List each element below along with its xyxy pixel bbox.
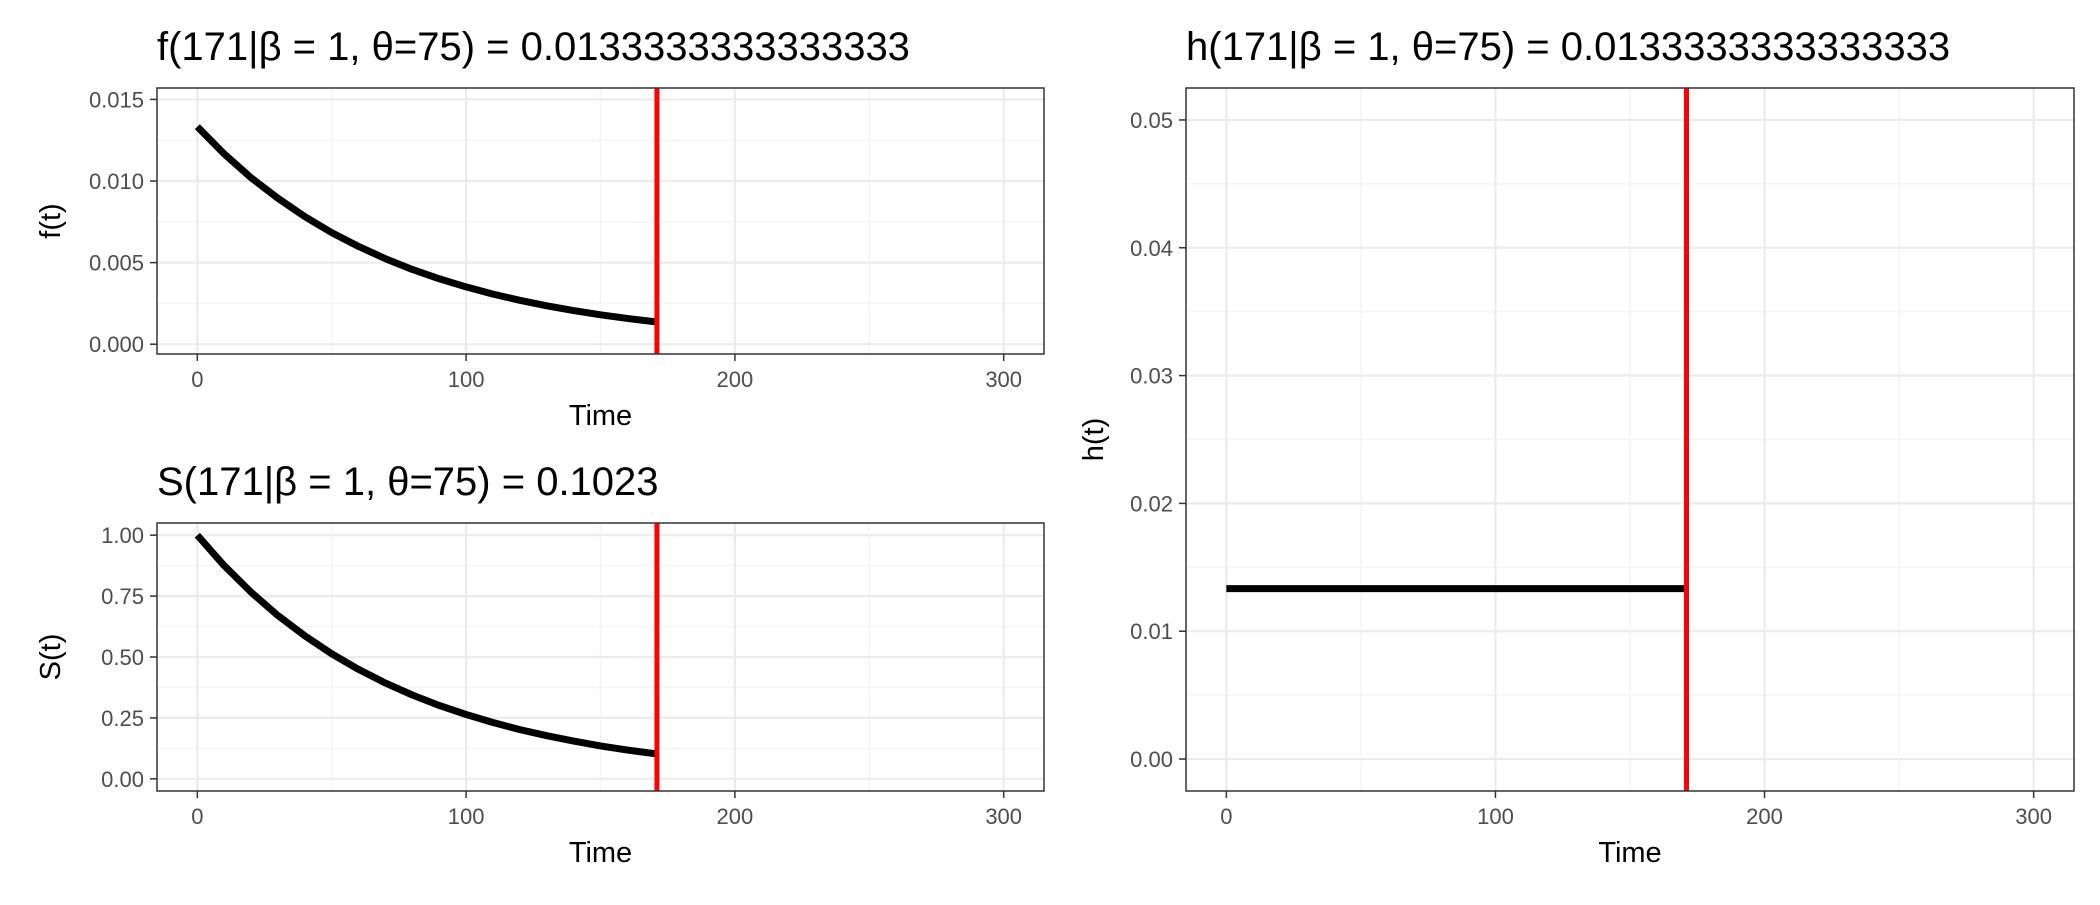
survival-x-tick-label: 200 [717, 804, 754, 829]
pdf-x-axis-label: Time [569, 400, 632, 432]
survival-y-tick-label: 0.00 [101, 767, 144, 792]
survival-x-tick-label: 0 [191, 804, 203, 829]
pdf-y-tick-label: 0.005 [89, 251, 144, 276]
pdf-x-tick-label: 200 [717, 367, 754, 392]
hazard-y-tick-label: 0.01 [1130, 619, 1173, 644]
survival-y-tick-label: 1.00 [101, 523, 144, 548]
survival-x-tick-label: 100 [448, 804, 485, 829]
pdf-x-tick-label: 0 [191, 367, 203, 392]
survival-panel: 0 100 200 300 0.00 0.25 0.50 0.75 1.00 S(171|β = … [35, 460, 1044, 869]
survival-y-tick-label: 0.50 [101, 645, 144, 670]
pdf-y-tick-label: 0.000 [89, 332, 144, 357]
hazard-panel: 0 100 200 300 0.00 0.01 0.02 0.03 0.04 0.05 h(171|… [1078, 25, 2074, 869]
hazard-y-tick-label: 0.05 [1130, 108, 1173, 133]
hazard-y-tick-label: 0.03 [1130, 364, 1173, 389]
pdf-y-tick-label: 0.010 [89, 169, 144, 194]
pdf-panel: 0 100 200 300 0.000 0.005 0.010 0.015 f(171|β = … [35, 25, 1044, 432]
hazard-y-axis-label: h(t) [1078, 418, 1110, 462]
hazard-y-tick-label: 0.00 [1130, 747, 1173, 772]
hazard-x-tick-label: 200 [1746, 804, 1783, 829]
hazard-x-tick-label: 0 [1220, 804, 1232, 829]
hazard-x-tick-label: 100 [1477, 804, 1514, 829]
hazard-chart-title: h(171|β = 1, θ=75) = 0.0133333333333333 [1186, 25, 1950, 69]
pdf-y-axis-label: f(t) [35, 203, 67, 238]
survival-x-axis-label: Time [569, 837, 632, 869]
survival-x-tick-label: 300 [985, 804, 1022, 829]
survival-y-tick-label: 0.25 [101, 706, 144, 731]
survival-y-tick-label: 0.75 [101, 584, 144, 609]
hazard-y-tick-label: 0.04 [1130, 236, 1173, 261]
pdf-chart-title: f(171|β = 1, θ=75) = 0.0133333333333333 [157, 25, 910, 69]
pdf-x-tick-label: 100 [448, 367, 485, 392]
survival-chart-title: S(171|β = 1, θ=75) = 0.1023 [157, 460, 659, 504]
hazard-x-tick-label: 300 [2015, 804, 2052, 829]
pdf-y-tick-label: 0.015 [89, 87, 144, 112]
hazard-x-axis-label: Time [1598, 837, 1661, 869]
survival-y-axis-label: S(t) [35, 634, 67, 681]
pdf-x-tick-label: 300 [985, 367, 1022, 392]
hazard-y-tick-label: 0.02 [1130, 491, 1173, 516]
